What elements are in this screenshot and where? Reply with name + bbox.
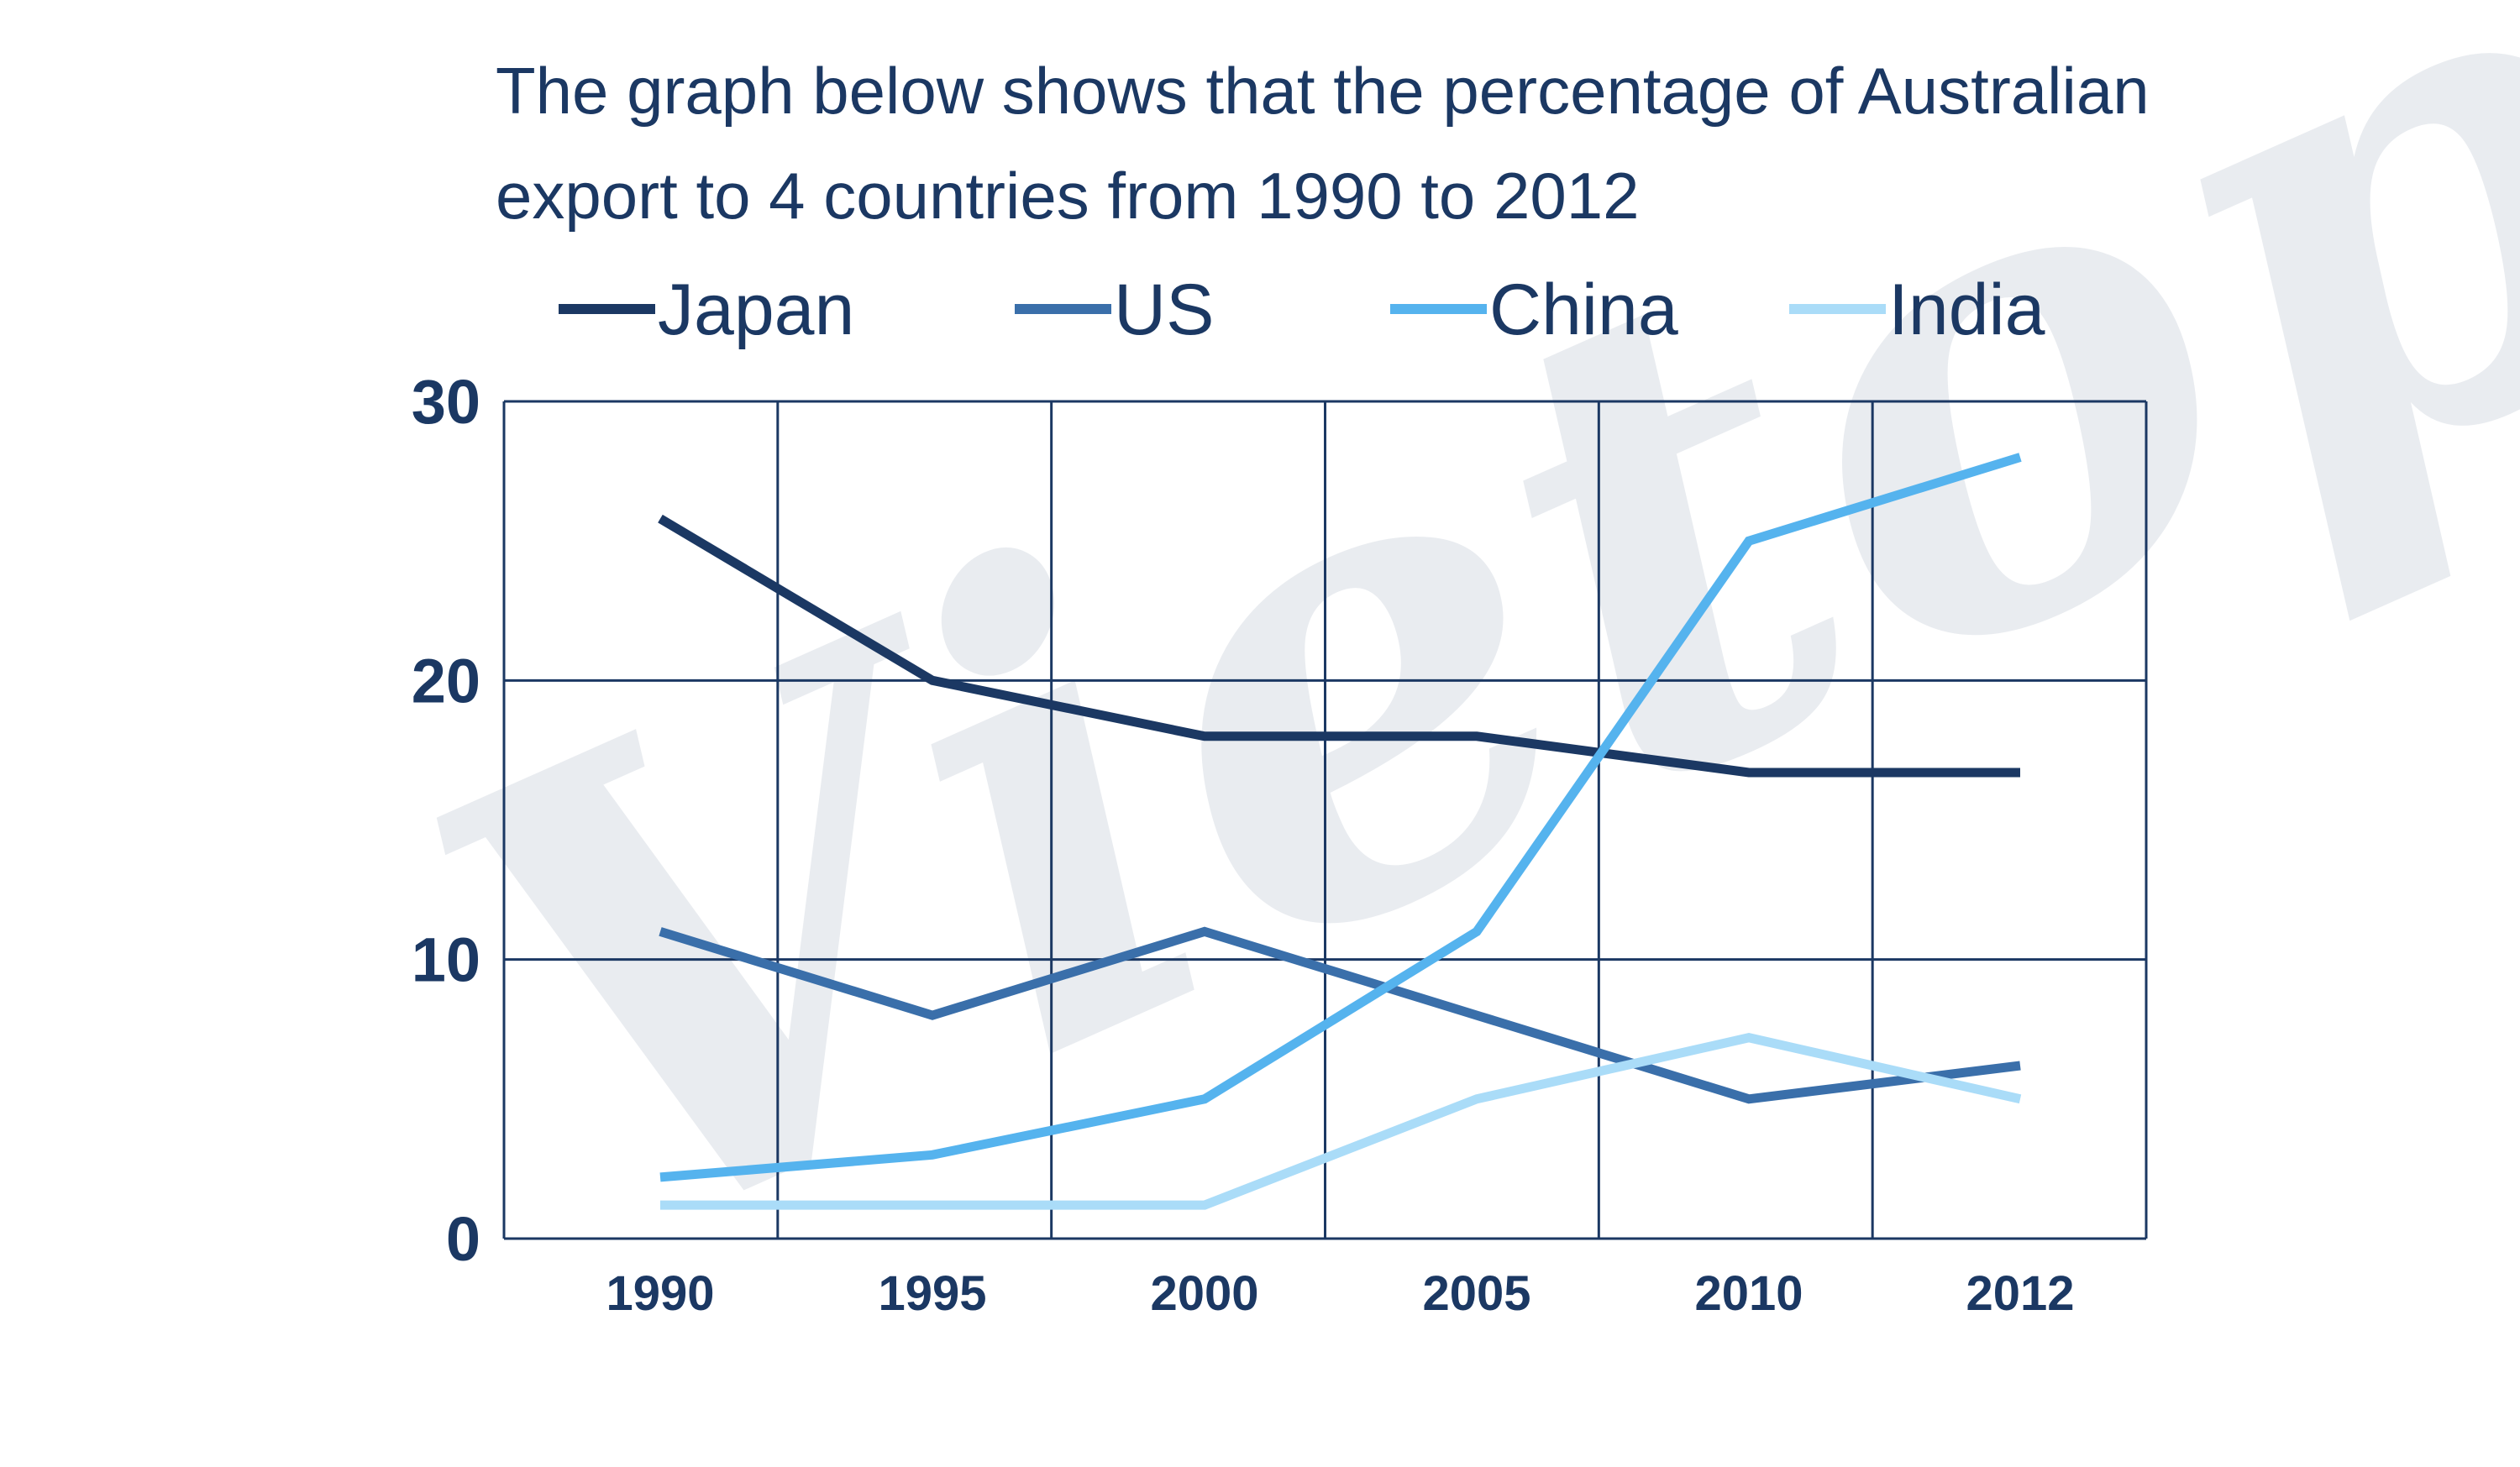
x-tick-label: 2000 xyxy=(1150,1266,1258,1321)
x-tick-label: 1995 xyxy=(878,1266,986,1321)
legend-label-china: China xyxy=(1489,270,1678,350)
x-tick-label: 2005 xyxy=(1422,1266,1530,1321)
legend-label-us: US xyxy=(1114,270,1214,350)
chart-title-line-1: The graph below shows that the percentag… xyxy=(496,54,2150,128)
series-line-india xyxy=(660,1033,2022,1210)
series-lines xyxy=(658,453,2022,1210)
y-tick-label: 30 xyxy=(412,367,480,437)
x-tick-label: 2010 xyxy=(1694,1266,1803,1321)
y-tick-label: 20 xyxy=(412,646,480,715)
y-tick-label: 10 xyxy=(412,925,480,995)
y-tick-label: 0 xyxy=(446,1204,480,1274)
x-tick-label: 1990 xyxy=(606,1266,714,1321)
chart-title-line-2: export to 4 countries from 1990 to 2012 xyxy=(496,159,1640,233)
series-line-china xyxy=(659,453,2022,1182)
series-line-japan xyxy=(658,514,2020,778)
legend: Japan US China India xyxy=(559,270,2045,350)
x-tick-label: 2012 xyxy=(1966,1266,2074,1321)
series-line-us xyxy=(659,926,2021,1104)
y-axis-ticks: 0 10 20 30 xyxy=(412,367,480,1274)
x-axis-ticks: 1990 1995 2000 2005 2010 2012 xyxy=(606,1266,2074,1321)
legend-label-japan: Japan xyxy=(658,270,854,350)
grid xyxy=(502,400,2148,1240)
legend-label-india: India xyxy=(1888,270,2045,350)
